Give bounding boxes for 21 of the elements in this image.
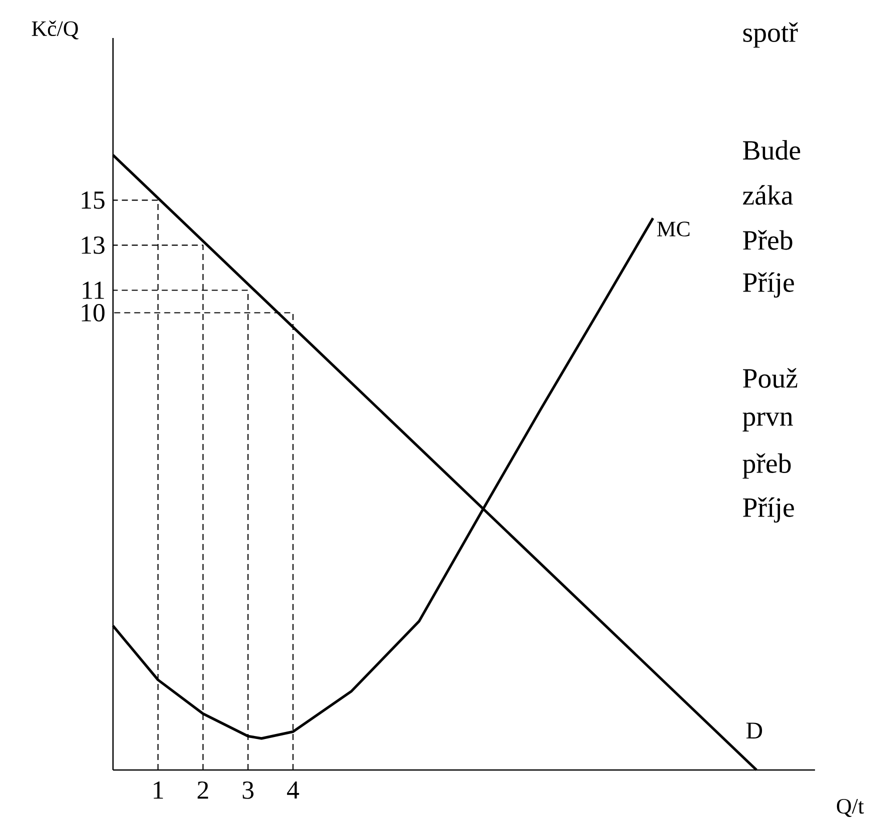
y-tick-label: 10 — [82, 304, 105, 322]
x-tick-label: 3 — [242, 782, 254, 799]
annotation: přeb — [742, 453, 791, 479]
y-axis-title: Kč/Q — [32, 20, 78, 40]
y-tick-label: 13 — [82, 236, 104, 254]
annotation: Příje — [743, 497, 794, 523]
y-tick-label: 11 — [82, 282, 104, 299]
series-label: MC — [657, 222, 690, 236]
annotation: Příje — [743, 272, 794, 298]
annotation: spotř — [743, 22, 798, 48]
x-tick-label: 4 — [287, 782, 300, 799]
x-tick-label: 1 — [154, 781, 163, 799]
annotation: prvn — [742, 412, 793, 432]
annotation: Přeb — [743, 230, 792, 250]
annotation: Bude — [743, 140, 800, 160]
series-label: D — [746, 722, 762, 738]
y-tick-label: 15 — [82, 191, 104, 209]
x-axis-title: Q/t — [836, 798, 864, 818]
annotation: Použ — [743, 368, 798, 388]
annotation: záka — [742, 185, 793, 205]
x-tick-label: 2 — [198, 782, 208, 799]
